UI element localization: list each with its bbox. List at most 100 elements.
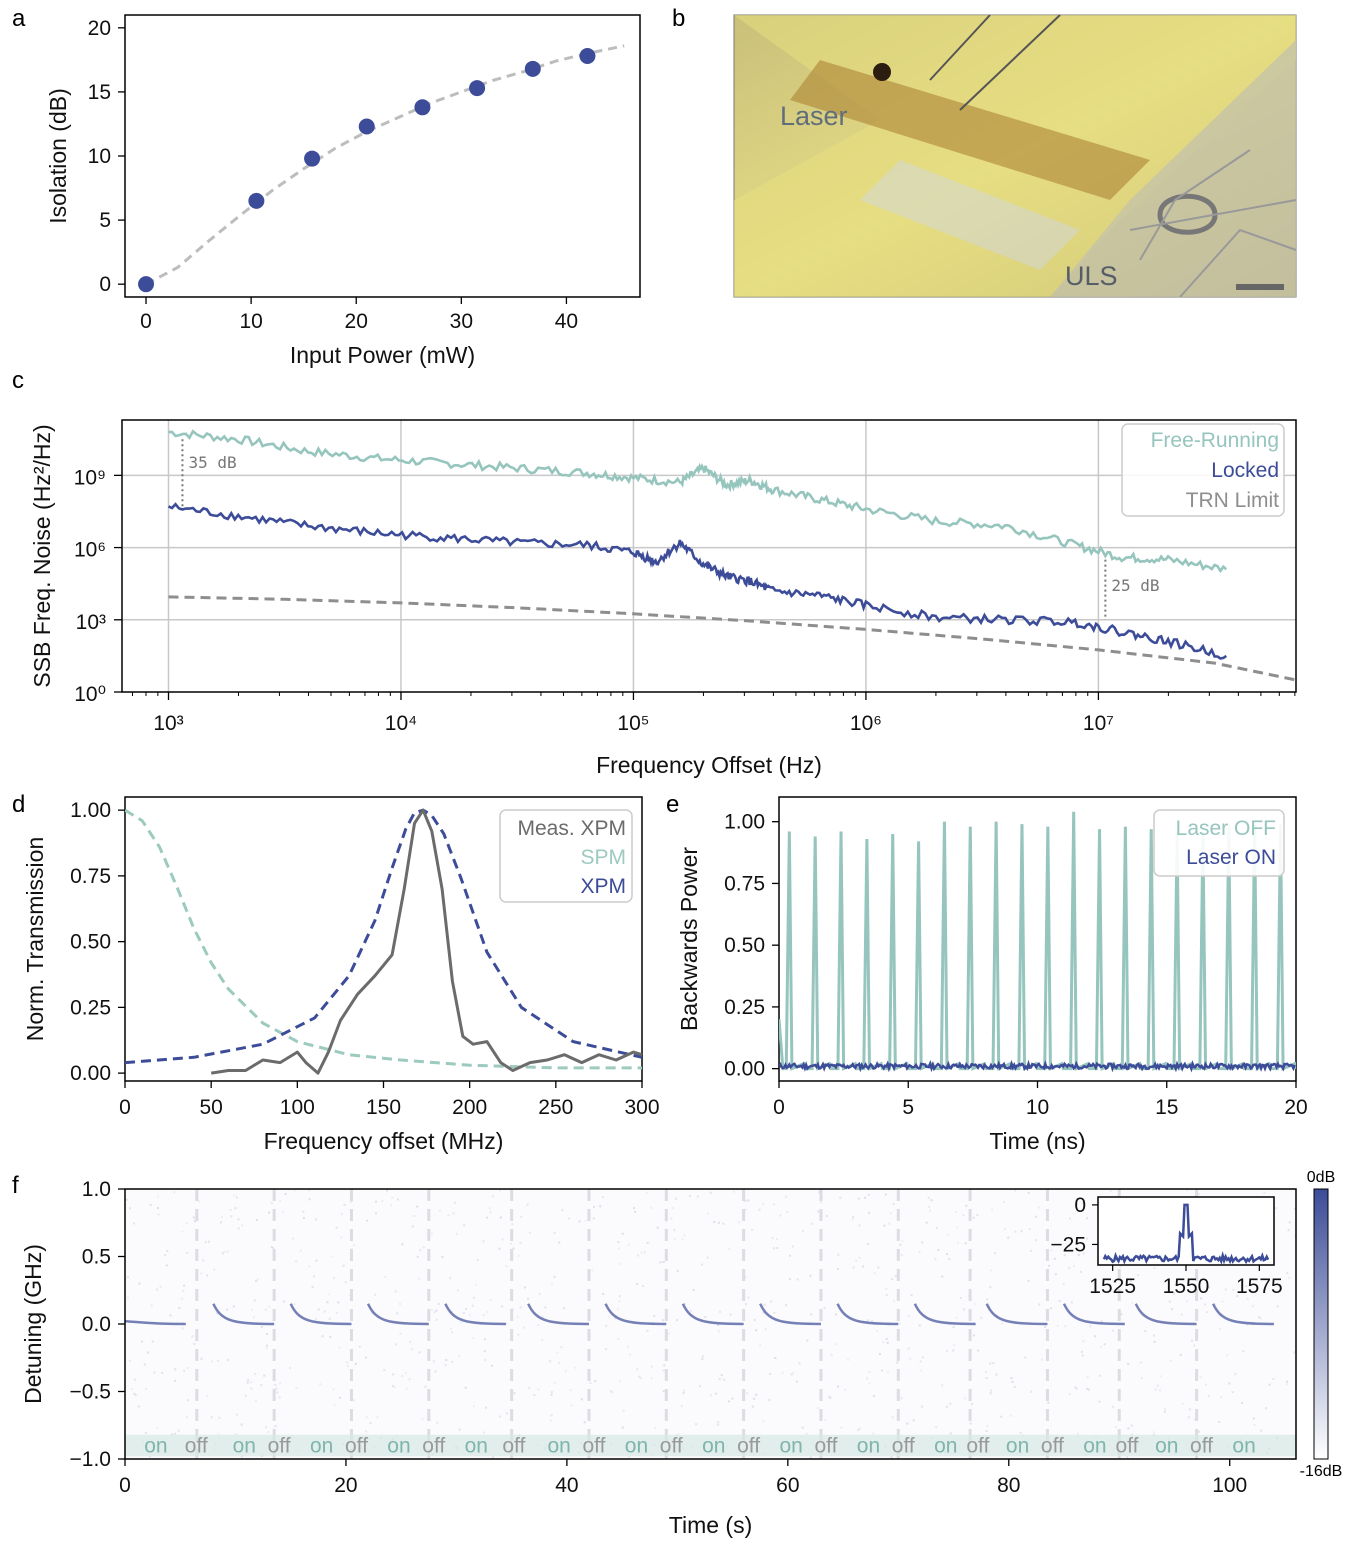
x-tick-label-d: 250: [538, 1096, 573, 1119]
heatmap-noise-pixel: [237, 1218, 240, 1221]
heatmap-noise-pixel: [1140, 1377, 1143, 1380]
heatmap-noise-pixel: [1070, 1301, 1073, 1304]
panel-d-letter: d: [12, 791, 25, 818]
heatmap-noise-pixel: [884, 1193, 887, 1196]
heatmap-noise-pixel: [200, 1272, 203, 1275]
heatmap-noise-pixel: [1000, 1415, 1003, 1418]
heatmap-noise-pixel: [289, 1367, 292, 1369]
heatmap-noise-pixel: [293, 1303, 296, 1306]
heatmap-noise-pixel: [156, 1426, 159, 1429]
x-tick-label-f: 100: [1212, 1474, 1247, 1497]
heatmap-noise-pixel: [618, 1262, 621, 1265]
heatmap-noise-pixel: [499, 1415, 502, 1418]
photo-wirebonds: [929, 14, 1061, 111]
heatmap-noise-pixel: [774, 1357, 777, 1359]
heatmap-noise-pixel: [384, 1276, 387, 1278]
y-tick-label-e: 0.75: [724, 872, 765, 895]
state-label-off: off: [737, 1435, 760, 1458]
heatmap-noise-pixel: [213, 1268, 216, 1271]
heatmap-noise-pixel: [574, 1366, 577, 1369]
panel-b-photo: Laser ULS: [733, 14, 1297, 298]
heatmap-noise-pixel: [1075, 1387, 1078, 1390]
heatmap-noise-pixel: [653, 1314, 656, 1317]
plot-area-c: [167, 429, 1296, 682]
heatmap-noise-pixel: [221, 1252, 224, 1255]
heatmap-noise-pixel: [910, 1294, 913, 1297]
heatmap-noise-pixel: [210, 1360, 213, 1363]
legend-item-d: Meas. XPM: [517, 817, 626, 840]
x-axis-label-e: Time (ns): [989, 1128, 1085, 1154]
heatmap-noise-pixel: [901, 1239, 904, 1242]
heatmap-noise-pixel: [786, 1211, 789, 1214]
heatmap-noise-pixel: [1003, 1201, 1006, 1203]
heatmap-noise-pixel: [138, 1282, 141, 1285]
heatmap-noise-pixel: [1179, 1353, 1182, 1356]
inset-spectrum-line: [1102, 1203, 1270, 1265]
series-line-xpm: [125, 808, 642, 1065]
heatmap-noise-pixel: [617, 1337, 620, 1340]
heatmap-noise-pixel: [173, 1191, 176, 1194]
heatmap-noise-pixel: [907, 1315, 910, 1318]
heatmap-noise-pixel: [1159, 1389, 1162, 1392]
heatmap-noise-pixel: [909, 1357, 912, 1360]
series-line-locked: [167, 502, 1228, 660]
heatmap-noise-pixel: [474, 1283, 477, 1286]
heatmap-noise-pixel: [186, 1366, 189, 1369]
heatmap-noise-pixel: [391, 1196, 394, 1199]
heatmap-noise-pixel: [137, 1405, 140, 1408]
heatmap-noise-pixel: [949, 1432, 952, 1435]
heatmap-noise-pixel: [365, 1430, 368, 1433]
heatmap-noise-pixel: [762, 1420, 765, 1423]
heatmap-noise-pixel: [472, 1296, 475, 1299]
y-tick-label-d: 0.50: [70, 931, 111, 954]
heatmap-noise-pixel: [872, 1394, 875, 1397]
heatmap-noise-pixel: [1272, 1278, 1275, 1281]
heatmap-noise-pixel: [247, 1378, 250, 1381]
heatmap-noise-pixel: [1054, 1273, 1057, 1276]
heatmap-noise-pixel: [234, 1433, 237, 1436]
heatmap-noise-pixel: [1245, 1285, 1248, 1288]
heatmap-noise-pixel: [174, 1432, 177, 1435]
heatmap-noise-pixel: [419, 1249, 422, 1252]
heatmap-noise-pixel: [986, 1298, 989, 1301]
heatmap-noise-pixel: [489, 1299, 492, 1301]
heatmap-noise-pixel: [272, 1247, 275, 1250]
heatmap-noise-pixel: [564, 1370, 567, 1373]
heatmap-noise-pixel: [145, 1387, 147, 1390]
heatmap-noise-pixel: [295, 1387, 298, 1389]
heatmap-noise-pixel: [768, 1398, 771, 1401]
heatmap-noise-pixel: [1030, 1249, 1033, 1252]
series-line-trn-limit: [168, 595, 1296, 682]
heatmap-noise-pixel: [769, 1373, 771, 1375]
state-label-off: off: [502, 1435, 525, 1458]
heatmap-noise-pixel: [733, 1190, 736, 1193]
heatmap-noise-pixel: [345, 1361, 348, 1364]
legend-box-c: [1121, 423, 1285, 517]
heatmap-noise-pixel: [639, 1377, 642, 1379]
y-tick-label-c: 10⁰: [74, 683, 106, 706]
heatmap-noise-pixel: [541, 1315, 544, 1318]
heatmap-noise-pixel: [755, 1329, 758, 1332]
heatmap-noise-pixel: [517, 1254, 520, 1257]
heatmap-noise-pixel: [237, 1227, 240, 1230]
heatmap-noise-pixel: [809, 1274, 812, 1277]
heatmap-noise-pixel: [422, 1246, 425, 1249]
heatmap-noise-pixel: [825, 1214, 828, 1217]
heatmap-noise-pixel: [524, 1286, 526, 1289]
heatmap-noise-pixel: [421, 1418, 424, 1421]
heatmap-noise-pixel: [1053, 1257, 1056, 1260]
heatmap-noise-pixel: [434, 1370, 437, 1373]
heatmap-noise-pixel: [948, 1258, 951, 1261]
state-label-off: off: [1115, 1435, 1138, 1458]
heatmap-noise-pixel: [1075, 1202, 1078, 1205]
detuning-trace: [1062, 1303, 1125, 1326]
heatmap-noise-pixel: [823, 1306, 826, 1309]
panel-f-letter: f: [12, 1172, 19, 1199]
heatmap-noise-pixel: [1073, 1265, 1075, 1267]
heatmap-noise-pixel: [270, 1202, 273, 1205]
y-tick-label-f: 0.5: [82, 1246, 111, 1269]
heatmap-noise-pixel: [692, 1289, 695, 1291]
heatmap-noise-pixel: [1038, 1303, 1041, 1306]
heatmap-noise-pixel: [930, 1199, 933, 1202]
y-axis-label-a: Isolation (dB): [45, 88, 71, 224]
